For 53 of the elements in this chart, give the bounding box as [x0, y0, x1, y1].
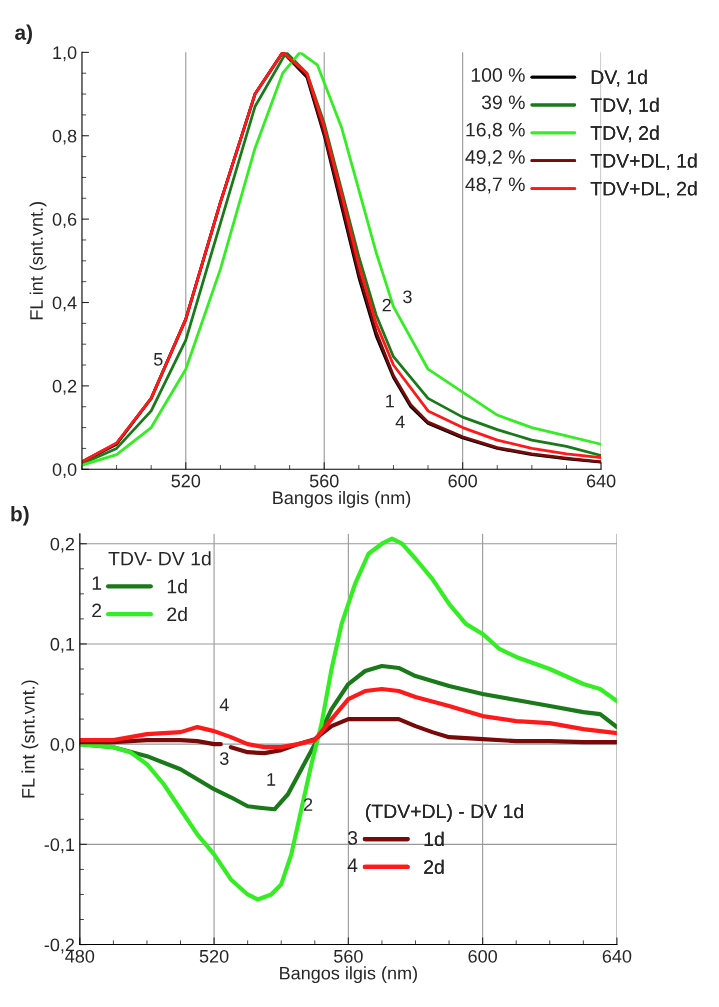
- y-tick-label: -0,1: [44, 838, 75, 854]
- annotation: 2: [92, 603, 102, 618]
- legend-label: 1d: [424, 831, 444, 847]
- x-axis-title: Bangos ilgis (nm): [273, 490, 411, 508]
- annotation: 1: [386, 394, 394, 408]
- legend-label: 2d: [167, 606, 187, 622]
- annotation: 16,8 %: [466, 122, 525, 139]
- annotation: 4: [347, 858, 358, 872]
- x-tick-label: 560: [309, 474, 339, 488]
- x-tick-label: 600: [448, 474, 478, 488]
- annotation: 2: [303, 798, 313, 811]
- legend-label: TDV+DL, 1d: [590, 153, 697, 170]
- legend-label: 1d: [167, 579, 187, 594]
- annotation: 4: [395, 415, 405, 429]
- annotation: 48,7 %: [465, 177, 525, 194]
- legend-label: 2d: [424, 859, 444, 874]
- x-tick-label: 520: [171, 474, 201, 488]
- annotation: 3: [219, 752, 229, 765]
- y-tick-label: 0,0: [50, 738, 75, 753]
- annotation: 1: [92, 576, 102, 590]
- x-axis-title: Bangos ilgis (nm): [280, 966, 417, 984]
- y-tick-label: 0,1: [50, 637, 75, 653]
- annotation: 3: [347, 831, 358, 845]
- y-tick-label: 0,4: [52, 296, 77, 312]
- x-tick-label: 640: [586, 474, 616, 488]
- y-tick-label: 1,0: [53, 46, 77, 62]
- annotation: 1: [267, 773, 276, 786]
- chart-title: b): [11, 506, 29, 526]
- annotation: 2: [382, 298, 391, 312]
- annotation: 100 %: [471, 68, 525, 82]
- legend-label: DV, 1d: [591, 69, 647, 87]
- annotation: 5: [153, 353, 163, 366]
- annotation: 49,2 %: [465, 150, 525, 167]
- annotation: 4: [219, 698, 229, 711]
- legend-title: TDV- DV 1d: [108, 551, 211, 566]
- x-tick-label: 600: [468, 949, 497, 963]
- x-tick-label: 640: [602, 949, 632, 963]
- y-tick-label: 0,2: [52, 379, 77, 395]
- y-tick-label: 0,8: [52, 129, 77, 145]
- y-axis-title: FL int (snt.vnt.): [21, 680, 39, 798]
- y-tick-label: 0,2: [50, 537, 75, 553]
- legend-label: TDV, 2d: [590, 125, 659, 143]
- y-tick-label: 0,6: [52, 213, 77, 228]
- y-axis-title: FL int (snt.vnt.): [29, 202, 47, 320]
- annotation: (TDV+DL) - DV 1d: [366, 803, 523, 823]
- x-tick-label: 520: [199, 949, 229, 963]
- legend-label: TDV+DL, 2d: [590, 181, 697, 198]
- y-tick-label: 0,0: [52, 463, 77, 479]
- annotation: 39 %: [481, 95, 525, 110]
- legend-label: TDV, 1d: [590, 97, 659, 115]
- chart-title: a): [15, 24, 32, 45]
- x-tick-label: 560: [334, 949, 363, 963]
- annotation: 3: [403, 290, 412, 304]
